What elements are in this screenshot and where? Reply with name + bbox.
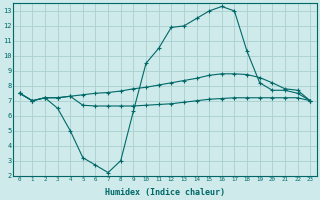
X-axis label: Humidex (Indice chaleur): Humidex (Indice chaleur)	[105, 188, 225, 197]
